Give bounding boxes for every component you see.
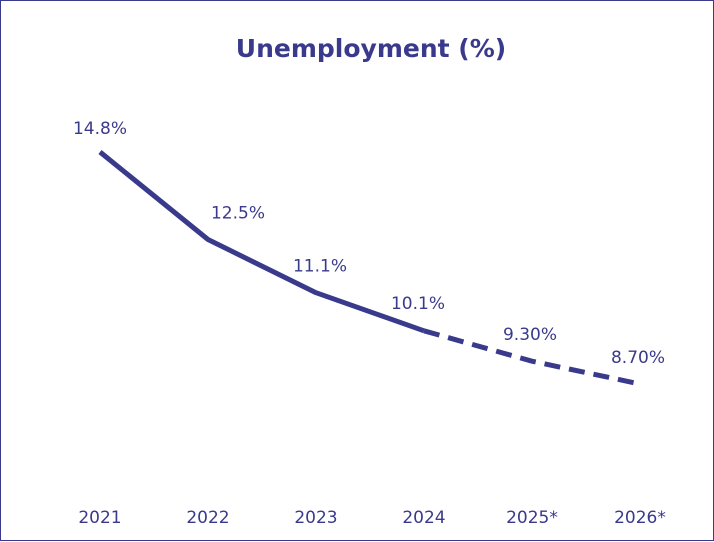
- data-label: 8.70%: [611, 348, 665, 368]
- x-tick-label: 2025*: [506, 508, 558, 528]
- data-point: [206, 237, 211, 242]
- data-point: [530, 359, 535, 364]
- data-label: 11.1%: [293, 257, 347, 277]
- x-tick-label: 2023: [294, 508, 337, 528]
- data-point: [98, 150, 103, 155]
- data-point: [638, 382, 643, 387]
- x-axis-ticks: 2021 2022 2023 2024 2025* 2026*: [78, 508, 666, 528]
- data-label-layer: 14.8% 12.5% 11.1% 10.1% 9.30% 8.70%: [73, 119, 665, 368]
- series-line-actual: [98, 150, 425, 334]
- data-point: [314, 290, 319, 295]
- data-label: 9.30%: [503, 325, 557, 345]
- x-tick-label: 2026*: [614, 508, 666, 528]
- data-label: 10.1%: [391, 294, 445, 314]
- data-point: [422, 328, 427, 333]
- chart-title: Unemployment (%): [236, 34, 506, 63]
- data-label: 12.5%: [211, 203, 265, 223]
- x-tick-label: 2021: [78, 508, 121, 528]
- x-tick-label: 2024: [402, 508, 445, 528]
- data-label: 14.8%: [73, 119, 127, 139]
- series-line-forecast: [423, 328, 641, 387]
- series-layer: [98, 150, 643, 387]
- x-tick-label: 2022: [186, 508, 229, 528]
